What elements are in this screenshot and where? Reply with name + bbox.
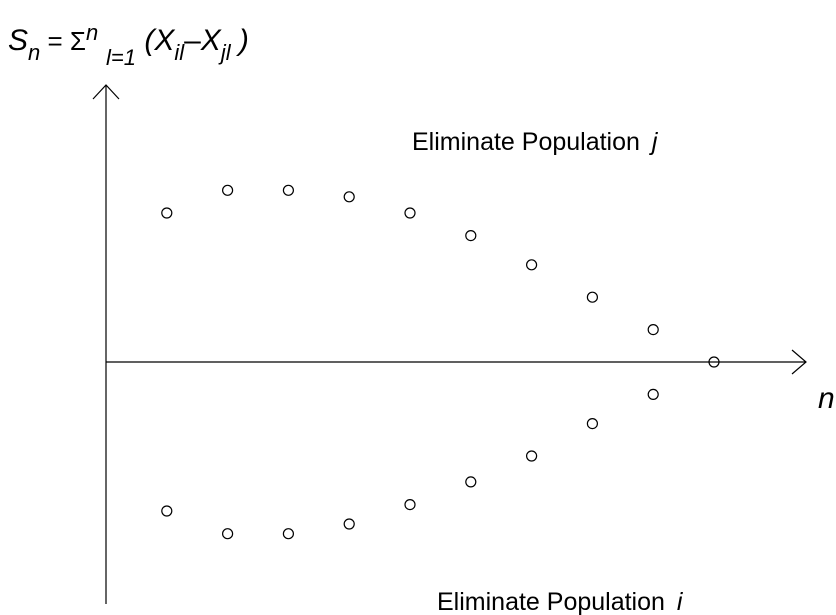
eliminate-i-label: Eliminate Population i bbox=[437, 588, 684, 615]
eliminate-j-text: Eliminate Population bbox=[412, 128, 640, 156]
formula-s: S bbox=[8, 24, 28, 57]
y-axis-arrowhead bbox=[92, 84, 120, 100]
data-point bbox=[647, 324, 659, 336]
formula-x1: X bbox=[153, 24, 175, 57]
data-point bbox=[343, 191, 355, 203]
data-point bbox=[404, 499, 416, 511]
formula-sum-lower: l=1 bbox=[106, 45, 136, 70]
data-point bbox=[404, 207, 416, 219]
formula-close-paren: ) bbox=[231, 24, 249, 57]
data-point bbox=[222, 184, 234, 196]
axes bbox=[92, 84, 807, 604]
formula-x2: X bbox=[200, 24, 222, 57]
formula-minus: – bbox=[184, 24, 201, 57]
eliminate-i-text: Eliminate Population bbox=[437, 588, 665, 615]
data-point bbox=[465, 230, 477, 242]
data-point bbox=[647, 388, 659, 400]
x-axis-arrowhead bbox=[791, 349, 807, 375]
data-point bbox=[161, 505, 173, 517]
formula-equals: = bbox=[40, 26, 70, 56]
data-point bbox=[282, 528, 294, 540]
eliminate-j-label: Eliminate Population j bbox=[412, 128, 659, 156]
data-point bbox=[525, 450, 538, 462]
data-point bbox=[525, 259, 538, 271]
y-axis-formula: Sn = Σnl=1 (Xil–Xjl ) bbox=[8, 20, 249, 70]
eliminate-i-var: i bbox=[677, 588, 684, 615]
data-point bbox=[282, 184, 294, 196]
data-points bbox=[161, 184, 720, 540]
eliminate-j-var: j bbox=[649, 128, 659, 156]
formula-s-subscript: n bbox=[28, 40, 40, 65]
data-point bbox=[222, 528, 234, 540]
x-axis-label: n bbox=[818, 382, 835, 415]
formula-x1-subscript: il bbox=[174, 40, 185, 65]
formula-open-paren: ( bbox=[136, 24, 157, 57]
formula-sigma: Σ bbox=[70, 26, 86, 56]
data-point bbox=[465, 476, 477, 488]
data-point bbox=[586, 291, 599, 303]
formula-sum-upper: n bbox=[86, 20, 98, 45]
data-point bbox=[708, 356, 720, 368]
formula-x2-subscript: jl bbox=[218, 40, 232, 65]
data-point bbox=[343, 518, 355, 530]
data-point bbox=[586, 418, 599, 430]
data-point bbox=[161, 207, 173, 219]
